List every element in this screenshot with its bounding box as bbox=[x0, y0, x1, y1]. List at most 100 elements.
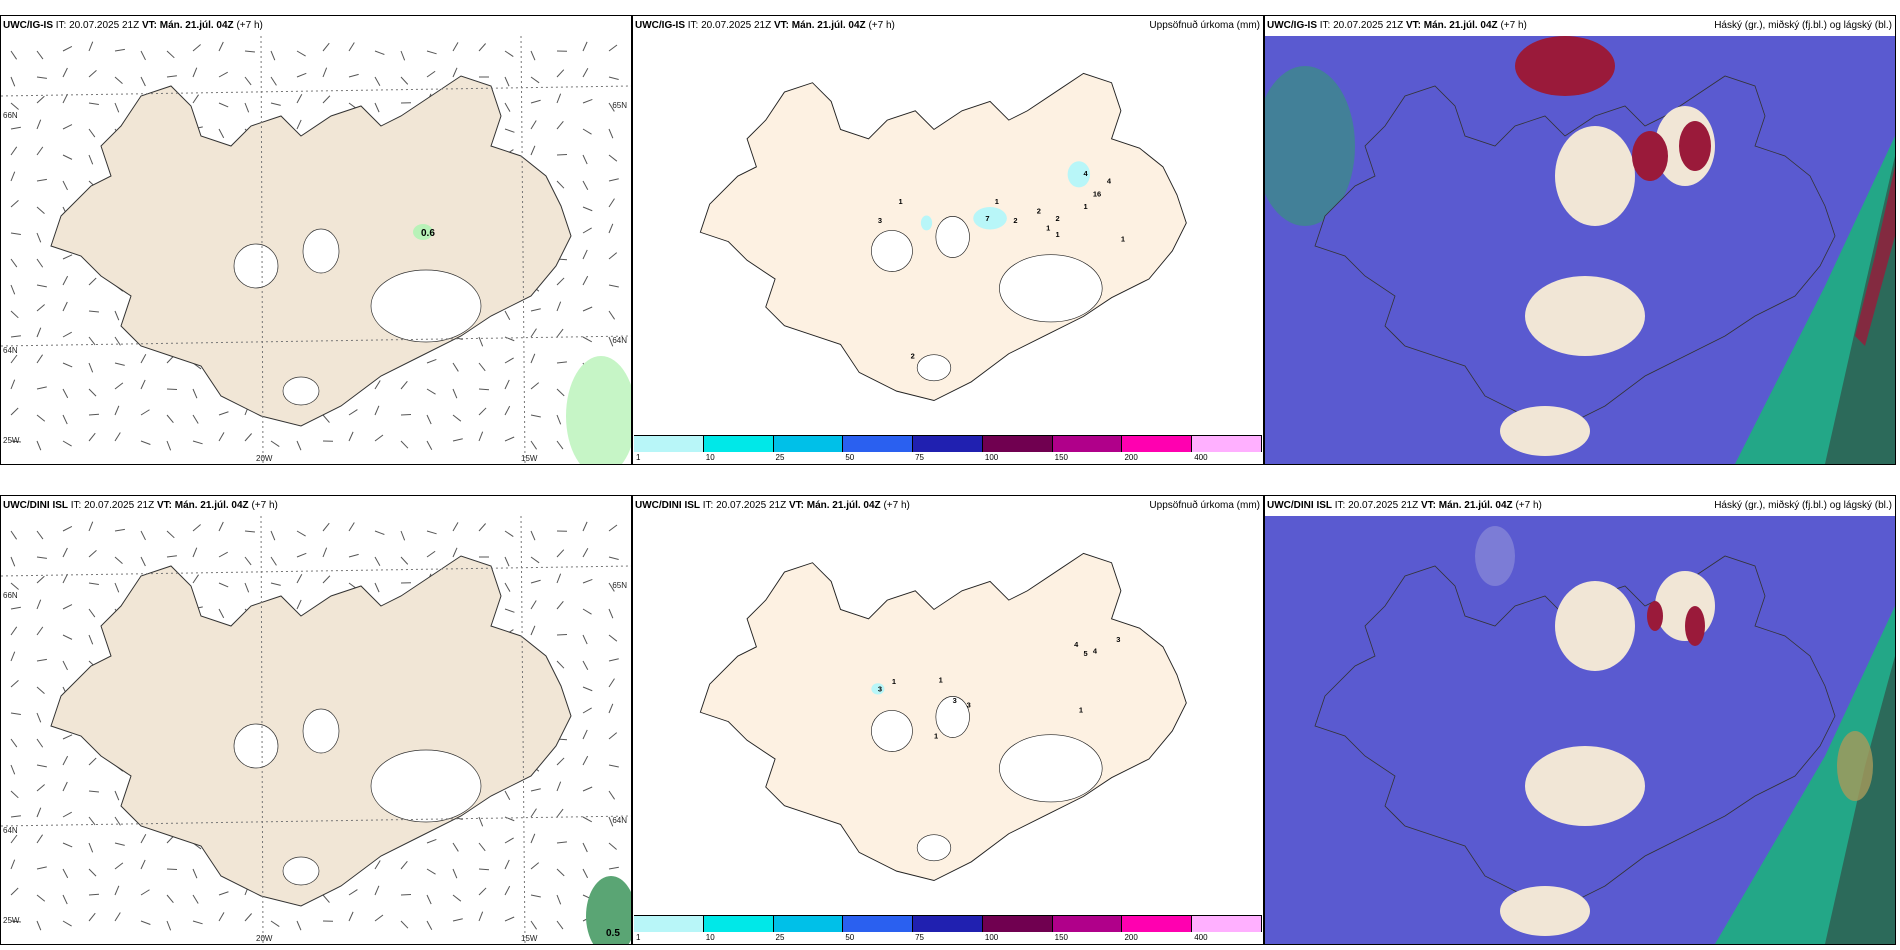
precip-value: 3 bbox=[1116, 635, 1120, 644]
wind-barb bbox=[582, 786, 593, 792]
wind-barb bbox=[62, 634, 73, 640]
wind-barb bbox=[114, 528, 125, 532]
lat-label: 64N bbox=[3, 826, 18, 835]
wind-barb bbox=[36, 556, 47, 559]
lat-label: 66N bbox=[3, 111, 18, 120]
wind-value-label: 0.5 bbox=[606, 928, 620, 939]
wind-barb bbox=[140, 859, 146, 870]
wind-barb bbox=[10, 258, 18, 268]
wind-barb bbox=[530, 556, 540, 564]
wind-barb bbox=[244, 433, 253, 442]
wind-barb bbox=[140, 379, 146, 390]
wind-barb bbox=[504, 128, 515, 133]
wind-barb bbox=[10, 76, 16, 87]
wind-barb bbox=[530, 353, 536, 364]
wind-barb bbox=[244, 76, 252, 86]
wind-barb bbox=[530, 414, 541, 418]
wind-barb bbox=[36, 784, 45, 792]
wind-barb bbox=[582, 578, 593, 584]
wind-barb bbox=[608, 310, 616, 320]
panel-header: UWC/IG-IS IT: 20.07.2025 21Z VT: Mán. 21… bbox=[635, 20, 895, 31]
wind-barb bbox=[530, 920, 538, 930]
wind-barb bbox=[10, 232, 21, 236]
wind-barb bbox=[530, 579, 541, 584]
wind-barb bbox=[426, 50, 437, 55]
wind-barb bbox=[582, 842, 588, 853]
colorbar-label: 400 bbox=[1194, 453, 1208, 462]
wind-barb bbox=[114, 48, 125, 52]
wind-barb bbox=[192, 414, 199, 424]
cloud-title: Háský (gr.), miðský (fj.bl.) og lágský (… bbox=[1714, 500, 1892, 511]
wind-barb bbox=[530, 600, 537, 610]
wind-barb bbox=[452, 42, 459, 52]
wind-barb bbox=[556, 69, 565, 78]
wind-barb bbox=[10, 530, 18, 540]
wind-barb bbox=[36, 575, 45, 584]
wind-barb bbox=[348, 522, 355, 532]
wind-barb bbox=[582, 154, 588, 165]
precip-value: 1 bbox=[995, 197, 999, 206]
wind-barb bbox=[140, 353, 147, 364]
wind-barb bbox=[556, 549, 565, 558]
wind-barb bbox=[218, 432, 225, 442]
wind-barb bbox=[374, 76, 381, 86]
precip-value: 1 bbox=[939, 675, 943, 684]
wind-barb bbox=[608, 764, 619, 768]
wind-barb bbox=[504, 436, 515, 442]
wind-barb bbox=[478, 407, 487, 416]
wind-barb bbox=[608, 102, 615, 112]
wind-barb bbox=[478, 362, 486, 372]
wind-barb bbox=[114, 582, 120, 593]
wind-barb bbox=[10, 834, 18, 844]
wind-barb bbox=[478, 887, 487, 896]
wind-panel-top: UWC/IG-IS IT: 20.07.2025 21Z VT: Mán. 21… bbox=[0, 15, 632, 465]
wind-barb bbox=[322, 414, 330, 423]
lon-label: 15W bbox=[521, 934, 538, 943]
colorbar-swatch bbox=[982, 916, 1053, 932]
wind-barb bbox=[36, 626, 44, 636]
precip-value: 1 bbox=[892, 677, 896, 686]
wind-barb bbox=[10, 764, 16, 775]
wind-barb bbox=[452, 868, 458, 879]
wind-barb bbox=[62, 414, 68, 425]
wind-barb bbox=[608, 128, 614, 139]
wind-barb bbox=[62, 734, 73, 740]
wind-barb bbox=[192, 547, 198, 558]
wind-barb bbox=[452, 522, 459, 532]
wind-barb bbox=[582, 306, 593, 312]
wind-barb bbox=[270, 582, 281, 586]
wind-barb bbox=[582, 660, 589, 671]
wind-barb bbox=[582, 634, 588, 645]
wind-barb bbox=[10, 379, 16, 390]
wind-barb bbox=[530, 788, 541, 792]
wind-barb bbox=[218, 411, 229, 416]
wind-barb bbox=[88, 388, 97, 397]
precip-value: 1 bbox=[1084, 202, 1088, 211]
wind-barb bbox=[88, 336, 96, 346]
wind-barb bbox=[218, 891, 229, 896]
wind-barb bbox=[88, 842, 94, 853]
lat-label: 65N bbox=[612, 581, 627, 590]
wind-barb bbox=[582, 729, 588, 740]
wind-barb bbox=[140, 440, 151, 445]
lat-label: 64N bbox=[612, 816, 627, 825]
wind-barb bbox=[504, 582, 511, 592]
wind-barb bbox=[608, 582, 615, 592]
lon-label: 15W bbox=[521, 454, 538, 463]
wind-barb bbox=[166, 920, 172, 931]
wind-barb bbox=[478, 336, 484, 347]
wind-barb bbox=[608, 223, 614, 234]
precip-value: 4 bbox=[1074, 640, 1079, 649]
wind-barb bbox=[88, 608, 96, 618]
wind-barb bbox=[348, 889, 358, 896]
wind-barb bbox=[608, 336, 614, 347]
wind-barb bbox=[374, 914, 384, 922]
wind-barb bbox=[166, 75, 177, 78]
wind-barb bbox=[426, 414, 432, 425]
wind-barb bbox=[504, 790, 511, 801]
wind-barb bbox=[166, 530, 175, 539]
wind-barb bbox=[10, 335, 21, 338]
wind-barb bbox=[608, 866, 619, 870]
wind-barb bbox=[140, 833, 147, 844]
wind-barb bbox=[608, 76, 619, 81]
